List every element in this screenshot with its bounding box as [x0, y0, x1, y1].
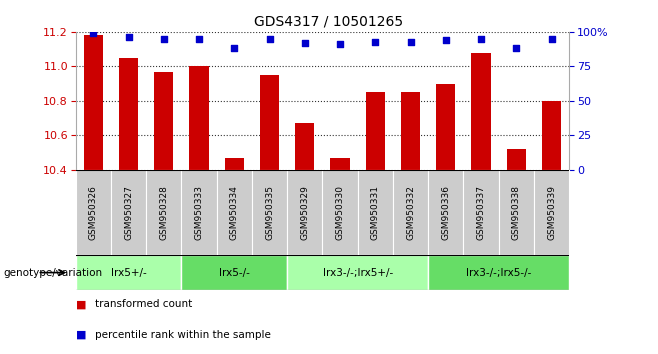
Text: GSM950337: GSM950337 — [476, 185, 486, 240]
Bar — [287, 170, 322, 255]
Point — [123, 35, 134, 40]
Text: GSM950329: GSM950329 — [300, 185, 309, 240]
Bar — [401, 92, 420, 170]
Bar — [224, 158, 244, 170]
Bar — [84, 35, 103, 170]
Text: GSM950330: GSM950330 — [336, 185, 345, 240]
Text: GSM950334: GSM950334 — [230, 185, 239, 240]
Bar — [252, 170, 287, 255]
Text: lrx5+/-: lrx5+/- — [111, 268, 147, 278]
Point — [370, 39, 380, 44]
Point — [405, 39, 416, 44]
Text: GSM950339: GSM950339 — [547, 185, 556, 240]
Text: GSM950333: GSM950333 — [195, 185, 203, 240]
Bar — [76, 170, 111, 255]
Bar — [534, 170, 569, 255]
Bar — [119, 58, 138, 170]
Bar — [154, 72, 174, 170]
Bar — [146, 170, 182, 255]
Bar — [471, 52, 491, 170]
Bar — [366, 92, 385, 170]
Point — [440, 37, 451, 43]
Point — [88, 30, 99, 36]
Bar — [182, 170, 216, 255]
Bar — [182, 255, 287, 290]
Text: GSM950335: GSM950335 — [265, 185, 274, 240]
Bar — [436, 84, 455, 170]
Bar — [295, 123, 315, 170]
Text: genotype/variation: genotype/variation — [3, 268, 103, 278]
Bar — [260, 75, 279, 170]
Text: GSM950327: GSM950327 — [124, 185, 133, 240]
Point — [159, 36, 169, 41]
Bar — [322, 170, 358, 255]
Text: GSM950328: GSM950328 — [159, 185, 168, 240]
Point — [335, 41, 345, 47]
Point — [193, 36, 204, 41]
Bar — [542, 101, 561, 170]
Bar — [507, 149, 526, 170]
Bar — [463, 170, 499, 255]
Bar — [428, 170, 463, 255]
Text: lrx3-/-;lrx5+/-: lrx3-/-;lrx5+/- — [322, 268, 393, 278]
Bar — [393, 170, 428, 255]
Text: GSM950336: GSM950336 — [442, 185, 450, 240]
Text: lrx5-/-: lrx5-/- — [219, 268, 250, 278]
Bar — [499, 170, 534, 255]
Text: GSM950331: GSM950331 — [371, 185, 380, 240]
Text: GDS4317 / 10501265: GDS4317 / 10501265 — [255, 14, 403, 28]
Bar — [190, 67, 209, 170]
Point — [229, 46, 240, 51]
Point — [476, 36, 486, 41]
Point — [511, 46, 522, 51]
Bar — [330, 158, 350, 170]
Point — [546, 36, 557, 41]
Text: transformed count: transformed count — [95, 299, 193, 309]
Point — [299, 40, 310, 46]
Text: GSM950338: GSM950338 — [512, 185, 520, 240]
Text: ■: ■ — [76, 330, 86, 339]
Point — [265, 36, 275, 41]
Bar — [111, 170, 146, 255]
Bar — [428, 255, 569, 290]
Text: percentile rank within the sample: percentile rank within the sample — [95, 330, 271, 339]
Bar — [358, 170, 393, 255]
Text: lrx3-/-;lrx5-/-: lrx3-/-;lrx5-/- — [466, 268, 532, 278]
Text: GSM950326: GSM950326 — [89, 185, 98, 240]
Text: GSM950332: GSM950332 — [406, 185, 415, 240]
Bar — [216, 170, 252, 255]
Text: ■: ■ — [76, 299, 86, 309]
Bar — [287, 255, 428, 290]
Bar — [76, 255, 182, 290]
